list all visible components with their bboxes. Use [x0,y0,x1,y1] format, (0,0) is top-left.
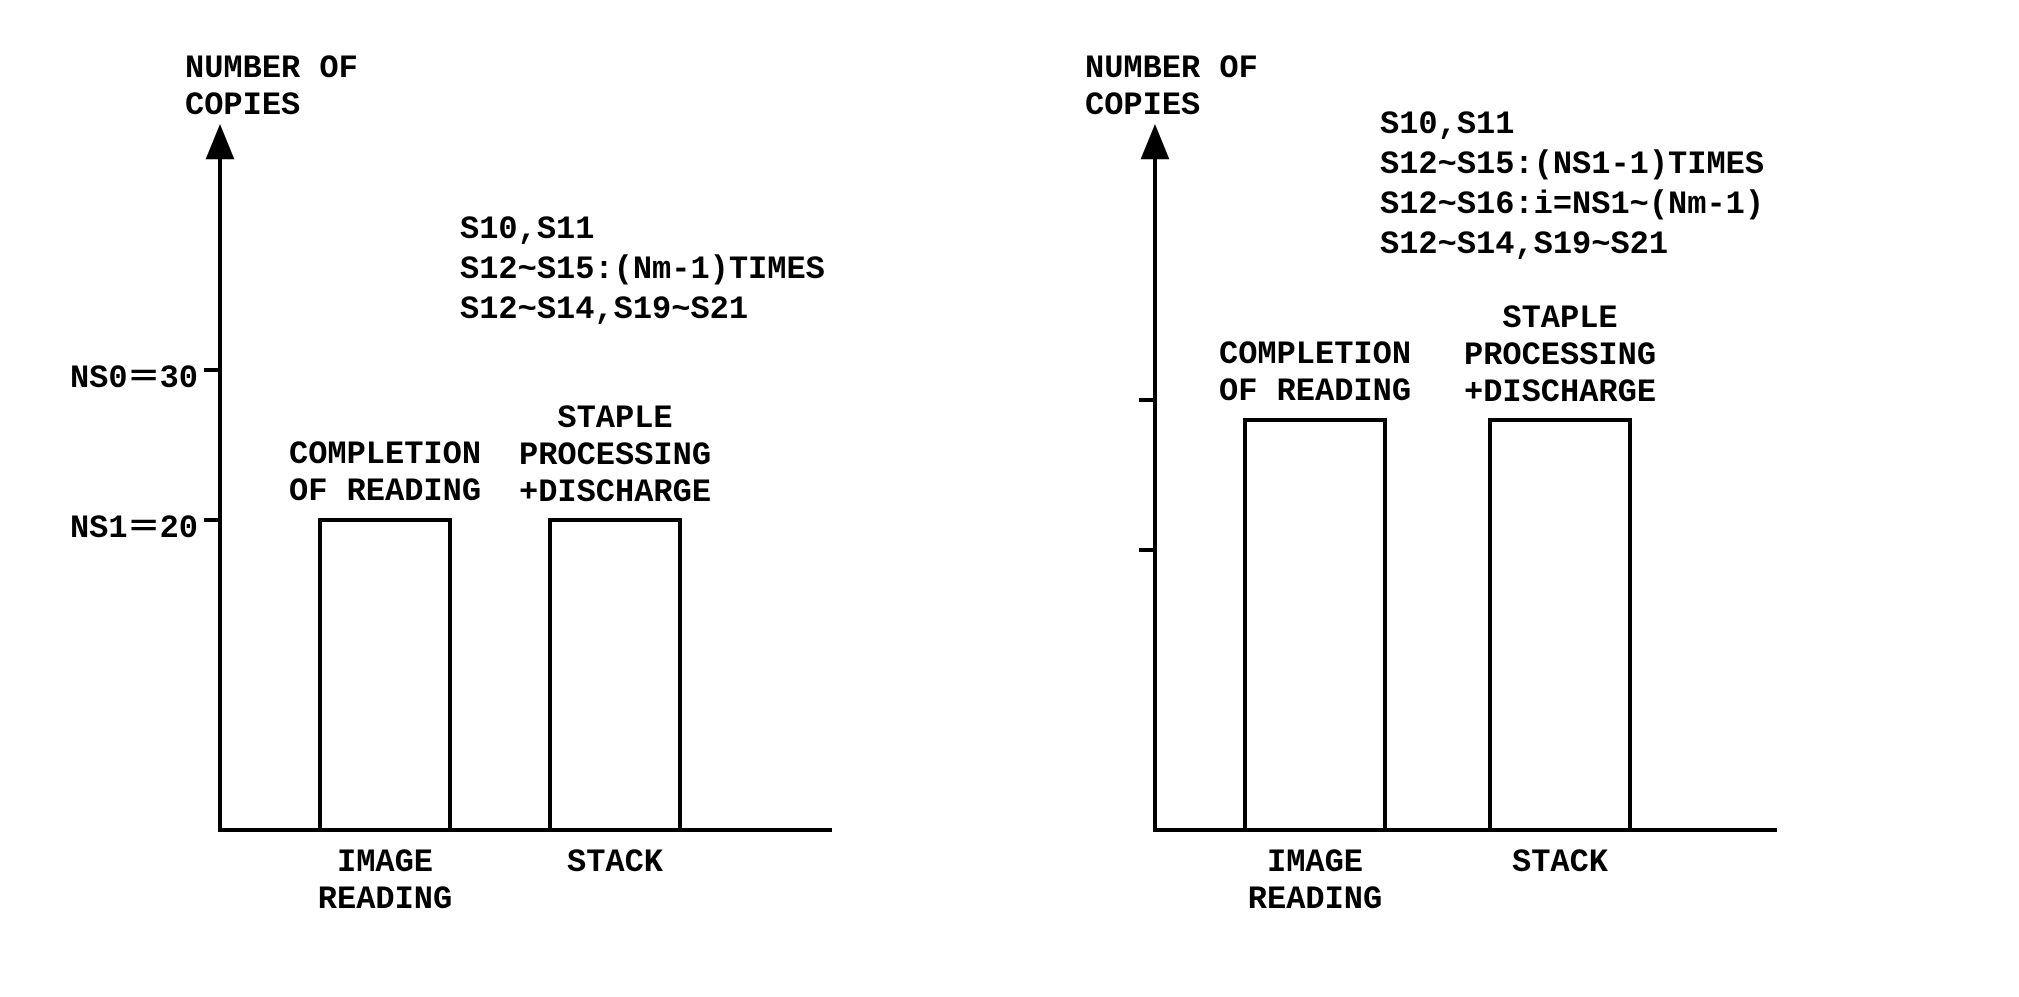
bar-top-label-stack: STAPLE PROCESSING +DISCHARGE [519,400,711,511]
bar-top-label-image-reading: COMPLETION OF READING [289,436,481,510]
right-chart-panel: NUMBER OF COPIES S10,S11 S12~S15:(NS1-1)… [1010,0,1990,997]
bar-image-reading [320,520,450,830]
y-tick-label: NS0＝30 [70,351,198,397]
left-y-axis-title: NUMBER OF COPIES [185,50,358,124]
bar-image-reading [1245,420,1385,830]
right-y-axis-title: NUMBER OF COPIES [1085,50,1258,124]
bar-bottom-label-image-reading: IMAGE READING [318,844,452,918]
left-annotation: S10,S11 S12~S15:(Nm-1)TIMES S12~S14,S19~… [460,210,825,330]
bar-bottom-label-stack: STACK [1512,844,1608,881]
left-chart-panel: NUMBER OF COPIES S10,S11 S12~S15:(Nm-1)T… [40,0,1020,997]
bar-bottom-label-image-reading: IMAGE READING [1248,844,1382,918]
right-annotation: S10,S11 S12~S15:(NS1-1)TIMES S12~S16:i=N… [1380,105,1764,265]
bar-top-label-image-reading: COMPLETION OF READING [1219,336,1411,410]
bar-stack [1490,420,1630,830]
bar-top-label-stack: STAPLE PROCESSING +DISCHARGE [1464,300,1656,411]
bar-bottom-label-stack: STACK [567,844,663,881]
bar-stack [550,520,680,830]
y-tick-label: NS1＝20 [70,501,198,547]
